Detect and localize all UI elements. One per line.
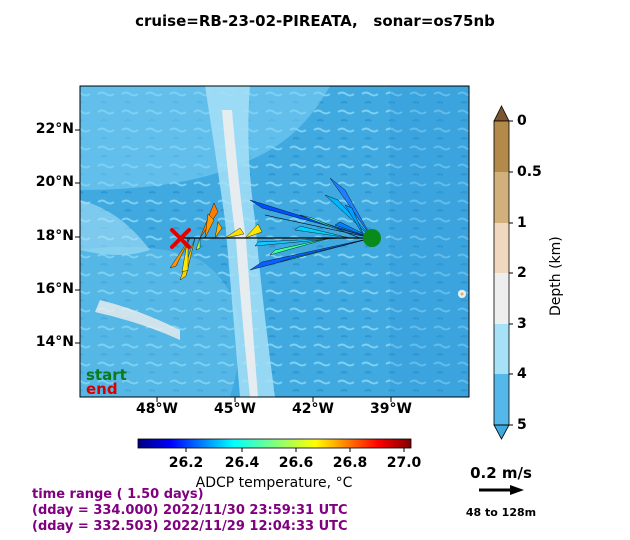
temp-tick-26-6: 26.6 — [278, 455, 314, 471]
vector-west-1 — [204, 213, 215, 239]
start-time-text: (dday = 332.503) 2022/11/29 12:04:33 UTC — [32, 519, 348, 534]
depth-tick-0-5: 0.5 — [517, 164, 542, 180]
lat-label-18n: 18°N — [35, 228, 74, 244]
temp-tick-26-4: 26.4 — [224, 455, 260, 471]
depth-tick-0: 0 — [517, 113, 527, 129]
map-ticks — [75, 129, 392, 402]
depth-tick-1: 1 — [517, 215, 527, 231]
vector-east-8 — [254, 237, 341, 247]
depth-colorbar-label: Depth (km) — [548, 236, 564, 316]
temperature-colorbar — [137, 438, 412, 452]
depth-tick-3: 3 — [517, 316, 527, 332]
depth-band-5 — [494, 374, 509, 425]
depth-tick-2: 2 — [517, 265, 527, 281]
lon-label-42w: 42°W — [292, 401, 334, 417]
depth-tick-5: 5 — [517, 417, 527, 433]
vector-east-9 — [269, 237, 331, 256]
vector-east-10 — [344, 204, 366, 239]
lat-label-14n: 14°N — [35, 334, 74, 350]
vector-east-6 — [299, 214, 361, 239]
bathymetry-layer — [80, 86, 469, 397]
legend-start-label: start — [86, 366, 127, 384]
lon-label-45w: 45°W — [214, 401, 256, 417]
scale-depth-range-label: 48 to 128m — [465, 506, 537, 519]
temp-tick-27-0: 27.0 — [386, 455, 422, 471]
vector-west-3 — [224, 227, 245, 239]
scale-arrow — [479, 485, 524, 495]
plot-title: cruise=RB-23-02-PIREATA, sonar=os75nb — [135, 12, 495, 30]
depth-band-2 — [494, 223, 509, 273]
depth-colorbar — [493, 105, 513, 440]
start-marker — [363, 229, 381, 247]
depth-colorbar-extend-bottom — [493, 424, 510, 440]
lat-label-16n: 16°N — [35, 281, 74, 297]
legend-end-label: end — [86, 380, 118, 398]
lon-label-48w: 48°W — [136, 401, 178, 417]
temp-tick-26-2: 26.2 — [168, 455, 204, 471]
vector-east-5 — [279, 237, 373, 263]
end-time-text: (dday = 334.000) 2022/11/30 23:59:31 UTC — [32, 503, 348, 518]
vector-east-7 — [294, 225, 351, 239]
lat-label-20n: 20°N — [35, 174, 74, 190]
temperature-colorbar-label: ADCP temperature, °C — [195, 475, 353, 491]
lat-label-22n: 22°N — [35, 121, 74, 137]
end-marker — [170, 228, 191, 249]
depth-band-4 — [494, 324, 509, 374]
temp-tick-26-8: 26.8 — [332, 455, 368, 471]
depth-band-1 — [494, 172, 509, 223]
depth-colorbar-extend-top — [493, 105, 510, 122]
depth-band-3 — [494, 273, 509, 324]
vector-west-8 — [195, 237, 201, 251]
depth-band-0 — [494, 121, 509, 172]
time-range-text: time range ( 1.50 days) — [32, 487, 204, 502]
lon-label-39w: 39°W — [370, 401, 412, 417]
scale-speed-label: 0.2 m/s — [470, 464, 532, 482]
vector-west-2 — [214, 221, 223, 239]
depth-tick-4: 4 — [517, 366, 527, 382]
vector-west-4 — [244, 223, 263, 239]
vector-east-11 — [334, 221, 373, 239]
